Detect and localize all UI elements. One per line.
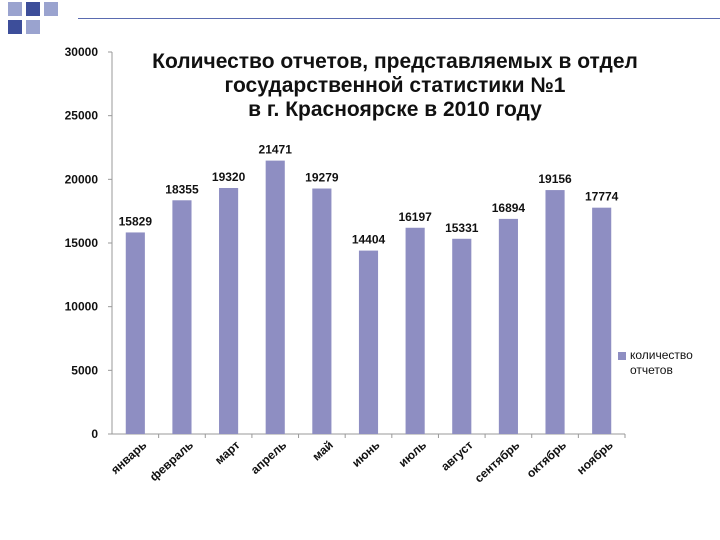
bar — [498, 218, 518, 434]
x-tick-label: апрель — [248, 438, 289, 477]
y-tick-label: 30000 — [65, 45, 99, 59]
data-label: 15829 — [119, 214, 153, 228]
bar — [312, 188, 332, 434]
x-tick-label: сентябрь — [472, 438, 523, 486]
x-tick-label: май — [310, 438, 336, 464]
bar — [219, 187, 239, 434]
x-tick-label: ноябрь — [574, 438, 616, 478]
x-tick-label: июль — [396, 438, 429, 470]
bar — [125, 232, 145, 434]
bar — [592, 207, 612, 434]
x-tick-label: январь — [108, 438, 149, 477]
y-tick-label: 10000 — [65, 300, 99, 314]
legend-swatch — [618, 351, 626, 360]
x-tick-label: июнь — [349, 438, 382, 470]
legend: количество отчетов — [618, 348, 718, 378]
x-tick-label: март — [212, 438, 243, 468]
chart-title-line-3: в г. Красноярске в 2010 году — [248, 98, 542, 121]
bar — [358, 250, 379, 434]
data-label: 19320 — [212, 170, 246, 184]
data-label: 19279 — [305, 171, 339, 185]
y-tick-label: 20000 — [65, 172, 99, 186]
y-tick-label: 0 — [91, 427, 98, 441]
chart-title: Количество отчетов, представляемых в отд… — [130, 50, 660, 122]
data-label: 21471 — [259, 143, 293, 157]
data-label: 14404 — [352, 233, 386, 247]
y-tick-label: 25000 — [65, 109, 99, 123]
x-tick-label: август — [438, 438, 476, 474]
data-label: 16894 — [492, 201, 526, 215]
chart-title-line-1: Количество отчетов, представляемых в отд… — [152, 50, 638, 73]
y-tick-label: 5000 — [71, 363, 98, 377]
data-label: 16197 — [398, 210, 432, 224]
bar — [405, 227, 425, 434]
legend-label-line-1: количество — [630, 348, 693, 362]
bar — [545, 190, 565, 434]
data-label: 19156 — [538, 172, 572, 186]
bar — [452, 238, 472, 434]
data-label: 17774 — [585, 190, 619, 204]
bar — [172, 200, 192, 434]
chart-title-line-2: государственной статистики №1 — [224, 74, 566, 97]
header-rule — [78, 18, 720, 19]
y-tick-label: 15000 — [65, 236, 99, 250]
data-label: 18355 — [165, 182, 199, 196]
x-tick-label: октябрь — [524, 438, 569, 481]
bar — [265, 160, 285, 434]
legend-label-line-2: отчетов — [630, 363, 673, 377]
x-tick-label: февраль — [147, 438, 196, 484]
decorative-corner-squares — [8, 2, 58, 34]
data-label: 15331 — [445, 221, 479, 235]
